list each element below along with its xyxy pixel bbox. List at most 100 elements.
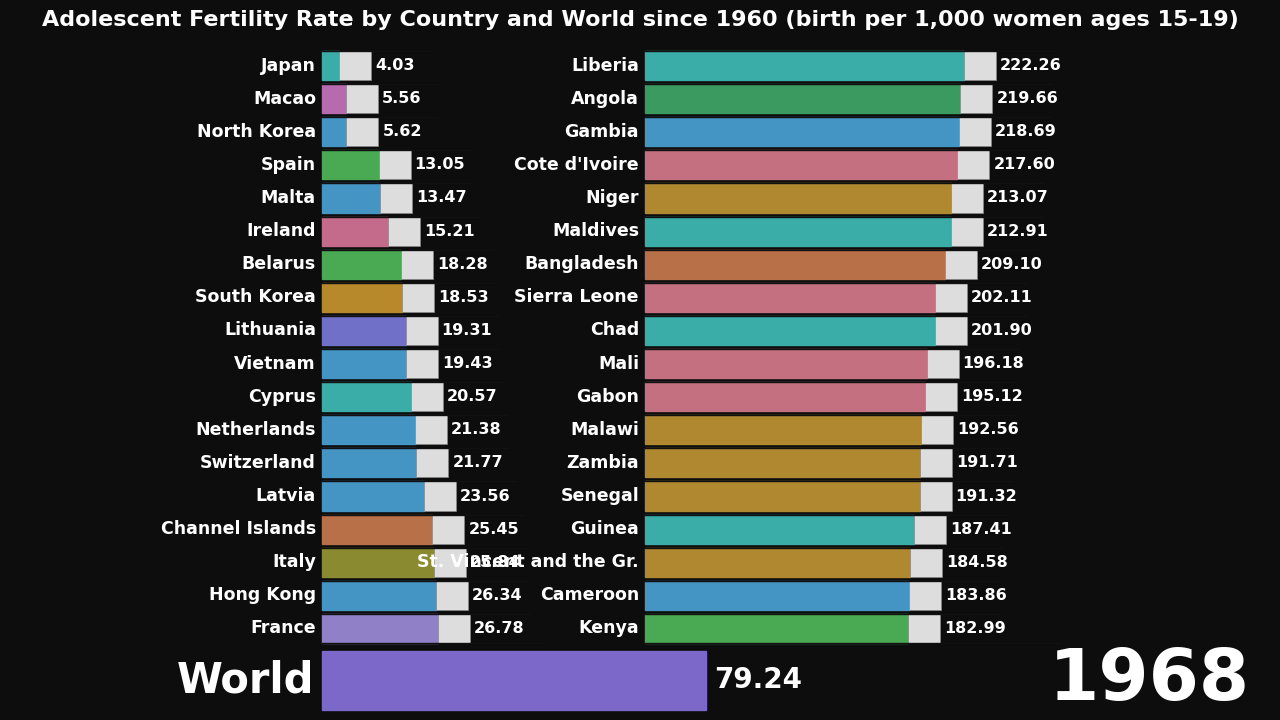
Text: Gambia: Gambia [564,123,639,141]
Text: 1968: 1968 [1048,646,1251,715]
Text: France: France [251,619,316,637]
Bar [922,415,954,444]
Text: North Korea: North Korea [197,123,316,141]
Text: Adolescent Fertility Rate by Country and World since 1960 (birth per 1,000 women: Adolescent Fertility Rate by Country and… [42,10,1238,30]
Text: Lithuania: Lithuania [224,321,316,339]
Text: 191.32: 191.32 [956,488,1018,503]
Bar [402,283,434,312]
Bar [908,614,940,643]
Text: 18.28: 18.28 [438,257,488,271]
Text: Ireland: Ireland [247,222,316,240]
Text: Channel Islands: Channel Islands [161,520,316,538]
Text: 212.91: 212.91 [987,224,1048,238]
Bar [960,84,992,113]
Bar [379,150,411,179]
Bar [323,415,415,444]
Bar [415,415,447,444]
Bar [957,150,989,179]
Text: Italy: Italy [273,553,316,571]
Bar [645,515,914,544]
Text: Cote d'Ivoire: Cote d'Ivoire [515,156,639,174]
Bar [380,184,412,212]
Bar [323,250,401,279]
Text: 13.47: 13.47 [416,191,467,205]
Text: Chad: Chad [590,321,639,339]
Bar [436,581,468,610]
Bar [645,217,951,246]
Text: 26.78: 26.78 [474,621,525,636]
Bar [645,449,920,477]
Text: Latvia: Latvia [256,487,316,505]
Bar [645,117,959,146]
Text: 187.41: 187.41 [950,521,1011,536]
Bar [434,548,466,577]
Text: 222.26: 222.26 [1000,58,1062,73]
Bar [919,482,951,510]
Bar [927,349,959,378]
Text: 201.90: 201.90 [970,323,1033,338]
Text: 5.56: 5.56 [383,91,421,106]
Bar [388,217,420,246]
Text: 21.38: 21.38 [451,422,502,437]
Bar [323,349,406,378]
Text: Vietnam: Vietnam [234,354,316,372]
Bar [323,150,379,179]
Text: Senegal: Senegal [561,487,639,505]
Text: 20.57: 20.57 [447,390,498,404]
Bar [645,150,957,179]
Bar [645,614,908,643]
Text: 184.58: 184.58 [946,554,1007,570]
Bar [951,217,983,246]
Text: Malawi: Malawi [570,420,639,438]
Bar [347,117,379,146]
Bar [323,482,424,510]
Text: 4.03: 4.03 [375,58,415,73]
Bar [323,651,707,710]
Bar [323,117,347,146]
Bar [645,283,936,312]
Text: Sierra Leone: Sierra Leone [515,288,639,306]
Text: Japan: Japan [261,57,316,75]
Bar [945,250,977,279]
Text: Switzerland: Switzerland [200,454,316,472]
Bar [323,316,406,345]
Bar [401,250,433,279]
Text: 183.86: 183.86 [945,588,1006,603]
Bar [323,515,433,544]
Text: 25.45: 25.45 [468,521,518,536]
Text: Belarus: Belarus [242,255,316,273]
Bar [925,382,957,411]
Bar [645,548,910,577]
Text: Guinea: Guinea [571,520,639,538]
Text: 19.43: 19.43 [442,356,493,371]
Text: World: World [177,660,314,701]
Bar [934,316,966,345]
Bar [323,449,416,477]
Bar [323,84,346,113]
Text: Mali: Mali [598,354,639,372]
Bar [645,84,960,113]
Bar [920,449,952,477]
Bar [959,117,991,146]
Bar [645,250,945,279]
Text: Hong Kong: Hong Kong [209,586,316,604]
Text: 19.31: 19.31 [442,323,493,338]
Text: St. Vincent and the Gr.: St. Vincent and the Gr. [417,553,639,571]
Text: 18.53: 18.53 [438,290,489,305]
Text: 213.07: 213.07 [987,191,1048,205]
Bar [936,283,968,312]
Text: Bangladesh: Bangladesh [525,255,639,273]
Text: Cameroon: Cameroon [540,586,639,604]
Text: 25.84: 25.84 [470,554,521,570]
Bar [438,614,470,643]
Text: 23.56: 23.56 [460,488,511,503]
Text: 196.18: 196.18 [963,356,1024,371]
Bar [645,316,934,345]
Bar [645,349,927,378]
Bar [914,515,946,544]
Text: Netherlands: Netherlands [196,420,316,438]
Bar [323,217,388,246]
Bar [964,51,996,80]
Text: 191.71: 191.71 [956,455,1018,470]
Text: 202.11: 202.11 [972,290,1033,305]
